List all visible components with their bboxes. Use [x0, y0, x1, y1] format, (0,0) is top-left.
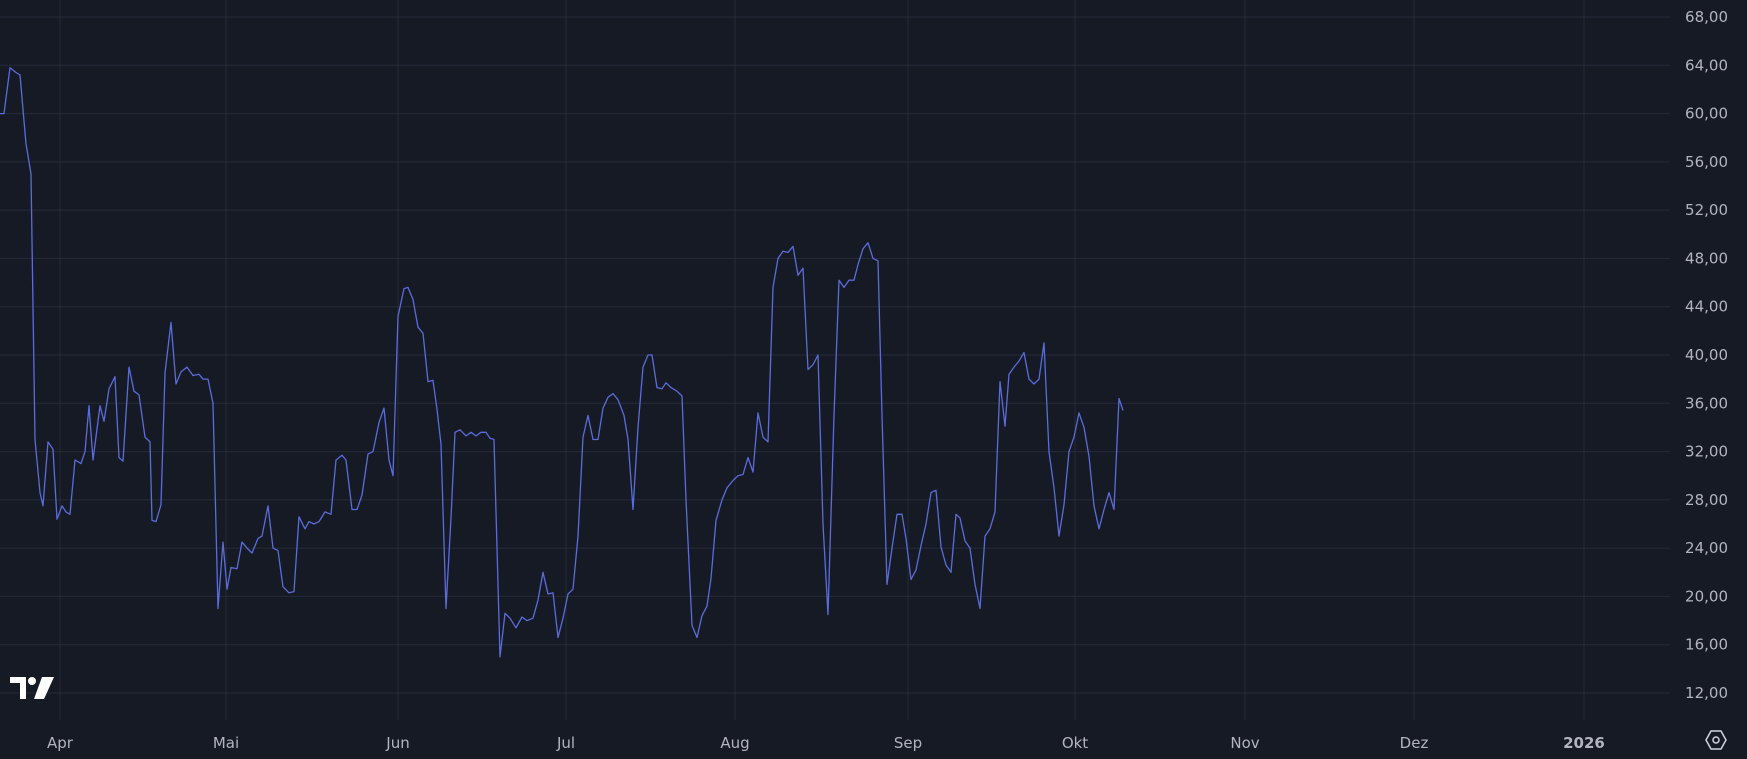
- y-axis-label: 68,00: [1685, 8, 1728, 26]
- x-axis-label: Nov: [1230, 734, 1259, 752]
- y-axis-label: 56,00: [1685, 153, 1728, 171]
- x-axis-label: Apr: [47, 734, 74, 752]
- x-axis-label: Jun: [385, 734, 409, 752]
- x-axis-label: 2026: [1563, 734, 1605, 752]
- tradingview-logo-icon[interactable]: [10, 675, 56, 703]
- price-line: [0, 67, 1124, 658]
- y-axis-label: 60,00: [1685, 105, 1728, 123]
- y-axis-label: 24,00: [1685, 539, 1728, 557]
- y-axis-label: 40,00: [1685, 346, 1728, 364]
- x-axis-label: Okt: [1062, 734, 1088, 752]
- x-axis-label: Aug: [720, 734, 749, 752]
- y-axis-label: 16,00: [1685, 636, 1728, 654]
- y-axis[interactable]: 68,00 64,00 60,00 56,00 52,00 48,00 44,00 40,00…: [1685, 8, 1728, 702]
- settings-hexagon-icon[interactable]: [1704, 728, 1728, 752]
- y-axis-label: 52,00: [1685, 201, 1728, 219]
- x-axis-label: Dez: [1400, 734, 1429, 752]
- y-axis-label: 64,00: [1685, 56, 1728, 74]
- x-axis-label: Sep: [894, 734, 922, 752]
- x-axis-label: Mai: [213, 734, 239, 752]
- y-axis-label: 28,00: [1685, 491, 1728, 509]
- y-axis-label: 32,00: [1685, 443, 1728, 461]
- x-axis-label: Jul: [556, 734, 575, 752]
- grid-lines: [0, 0, 1670, 720]
- y-axis-label: 44,00: [1685, 298, 1728, 316]
- y-axis-label: 36,00: [1685, 394, 1728, 412]
- y-axis-label: 20,00: [1685, 587, 1728, 605]
- y-axis-label: 12,00: [1685, 684, 1728, 702]
- x-axis[interactable]: Apr Mai Jun Jul Aug Sep Okt Nov Dez 2026: [47, 734, 1605, 752]
- y-axis-label: 48,00: [1685, 249, 1728, 267]
